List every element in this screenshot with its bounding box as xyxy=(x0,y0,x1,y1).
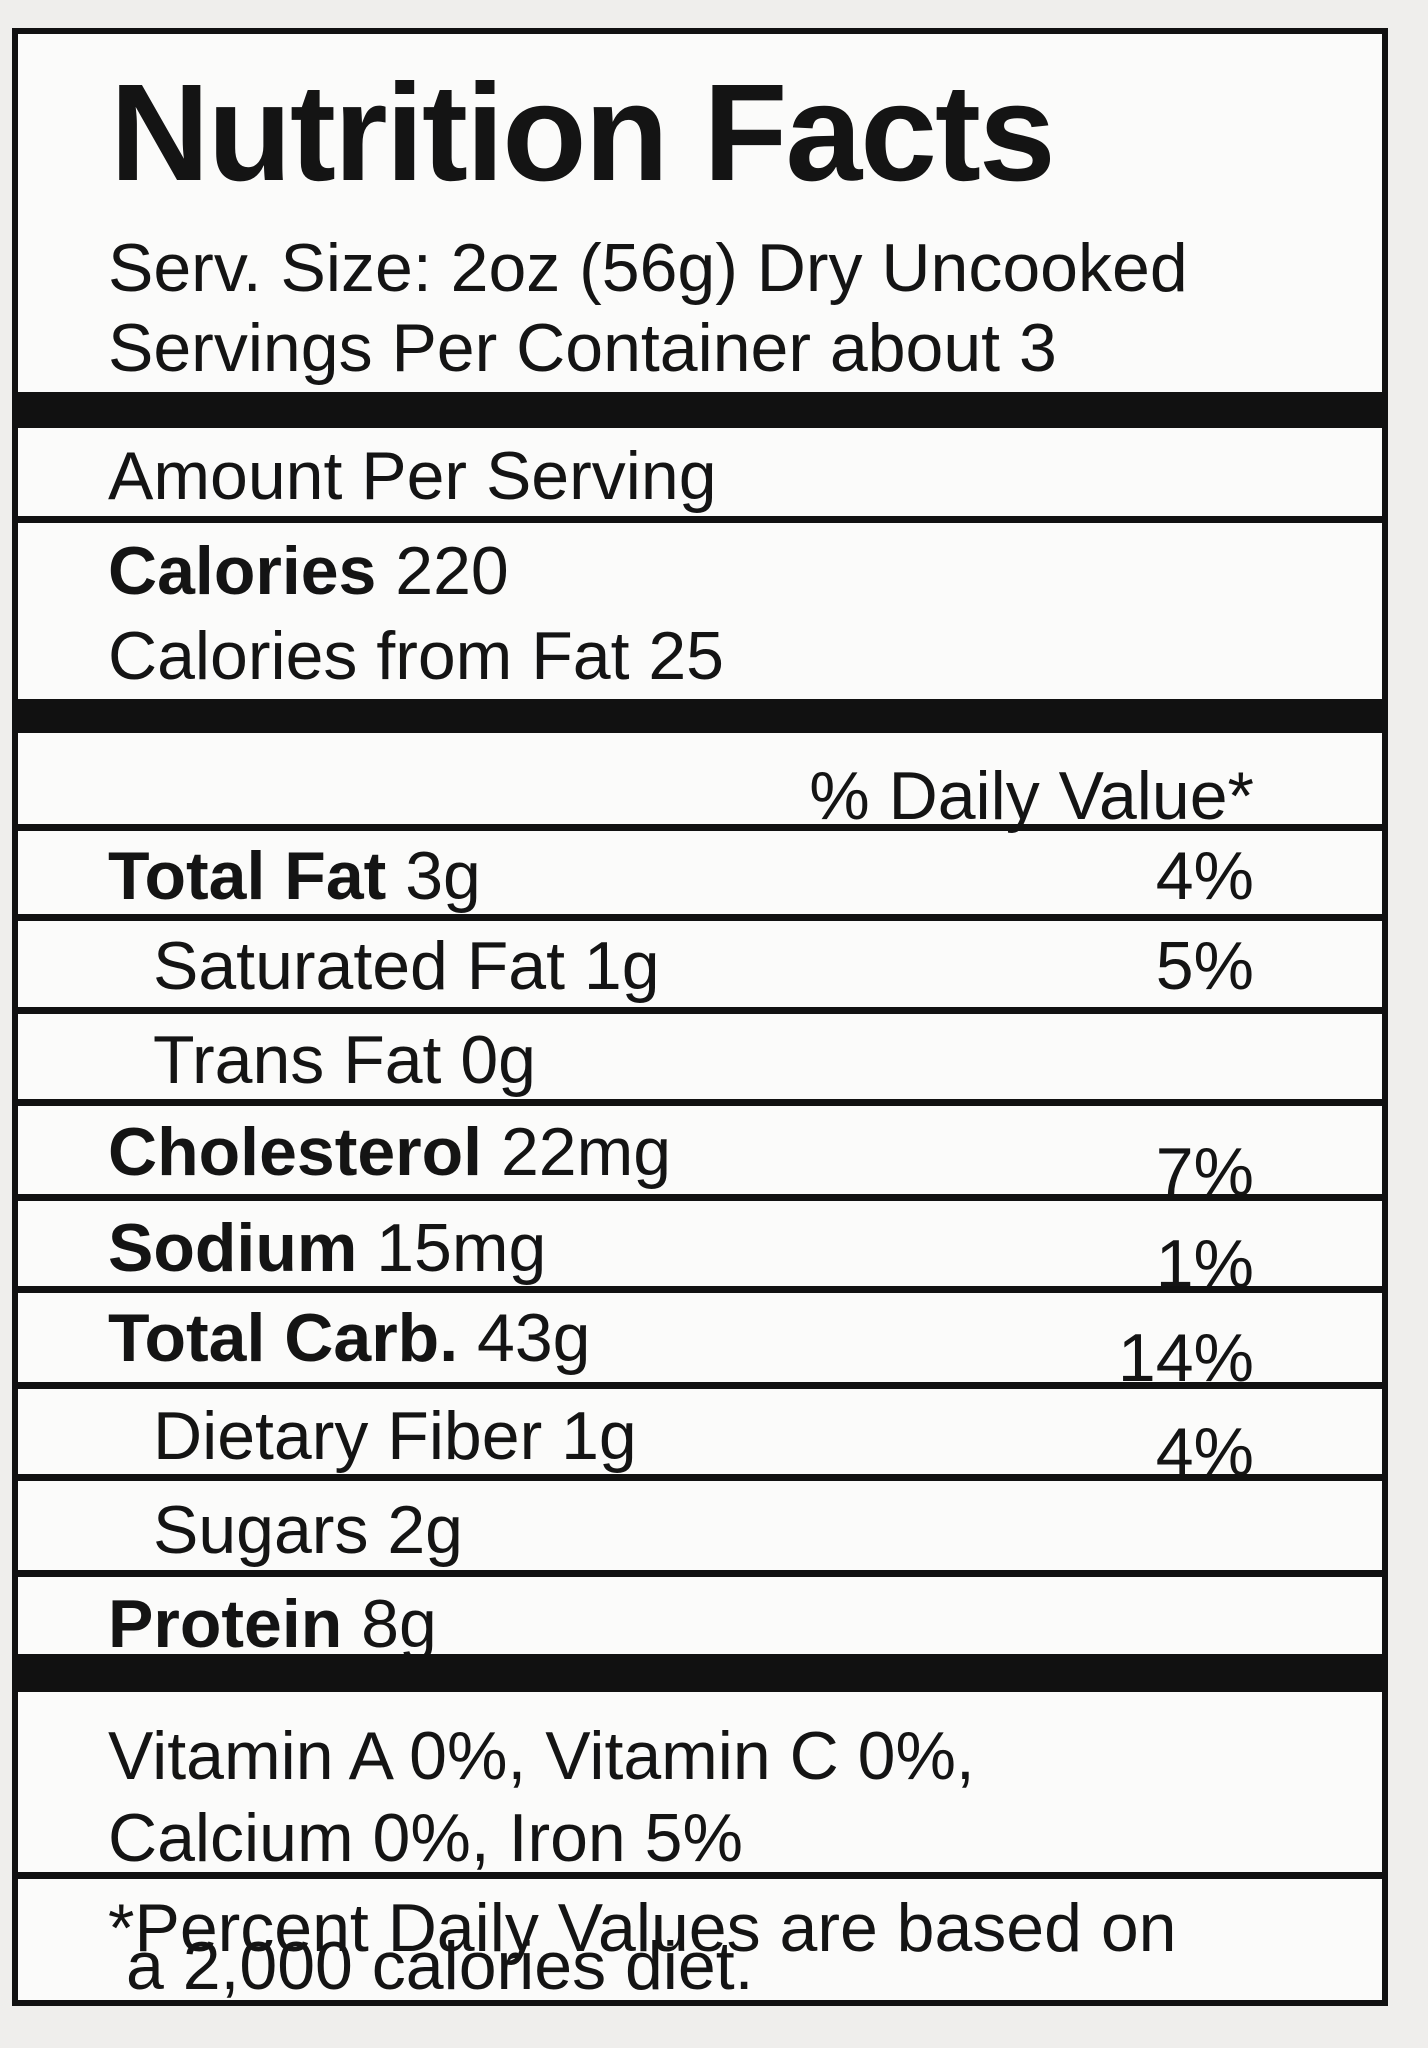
nutrition-facts-label: Nutrition Facts Serv. Size: 2oz (56g) Dr… xyxy=(12,28,1388,2006)
nutrient-amount: 3g xyxy=(405,838,481,914)
nutrient-amount: 8g xyxy=(361,1586,437,1662)
thick-divider xyxy=(18,1654,1382,1692)
footnote-line-2: a 2,000 calories diet. xyxy=(126,1928,754,2004)
nutrient-row-sugars: Sugars 2g xyxy=(153,1492,463,1568)
divider xyxy=(18,914,1382,921)
thick-divider xyxy=(18,699,1382,733)
divider xyxy=(18,1570,1382,1577)
nutrient-row-saturated-fat: Saturated Fat 1g xyxy=(153,928,660,1004)
nutrient-row-trans-fat: Trans Fat 0g xyxy=(153,1022,536,1098)
divider xyxy=(18,1872,1382,1879)
nutrient-row-cholesterol: Cholesterol 22mg xyxy=(108,1118,671,1186)
vitamins-line-2: Calcium 0%, Iron 5% xyxy=(108,1800,743,1876)
nutrient-label: Total Fat xyxy=(108,838,387,914)
nutrient-row-dietary-fiber: Dietary Fiber 1g xyxy=(153,1398,637,1474)
nutrient-amount: 43g xyxy=(477,1300,591,1376)
nutrient-dv: 14% xyxy=(1117,1320,1254,1396)
divider xyxy=(18,1007,1382,1014)
nutrient-row-total-carb: Total Carb. 43g xyxy=(108,1304,590,1372)
servings-per-container: Servings Per Container about 3 xyxy=(108,310,1057,386)
footnote-line-1: *Percent Daily Values are based on xyxy=(108,1890,1177,1966)
nutrient-label: Total Carb. xyxy=(108,1300,459,1376)
divider xyxy=(18,1382,1382,1389)
nutrient-row-total-fat: Total Fat 3g xyxy=(108,842,481,910)
vitamins-line-1: Vitamin A 0%, Vitamin C 0%, xyxy=(108,1718,975,1794)
nutrient-row-protein: Protein 8g xyxy=(108,1590,437,1658)
nutrient-amount: 22mg xyxy=(500,1114,672,1190)
nutrient-dv: 5% xyxy=(1155,928,1254,1004)
divider xyxy=(18,1286,1382,1293)
nutrient-amount: 15mg xyxy=(376,1210,547,1286)
amount-per-serving: Amount Per Serving xyxy=(108,438,717,514)
divider xyxy=(18,1099,1382,1106)
serving-size: Serv. Size: 2oz (56g) Dry Uncooked xyxy=(108,230,1188,306)
nutrient-label: Protein xyxy=(108,1586,343,1662)
nutrient-row-sodium: Sodium 15mg xyxy=(108,1214,546,1282)
calories-label: Calories xyxy=(108,533,377,609)
nutrient-label: Cholesterol xyxy=(108,1114,483,1190)
divider xyxy=(18,516,1382,523)
nutrient-dv: 4% xyxy=(1155,838,1254,914)
calories-from-fat: Calories from Fat 25 xyxy=(108,618,724,694)
calories-row: Calories 220 xyxy=(108,537,509,605)
divider xyxy=(18,1194,1382,1201)
nutrient-label: Sodium xyxy=(108,1210,358,1286)
divider xyxy=(18,824,1382,831)
divider xyxy=(18,1474,1382,1481)
calories-value: 220 xyxy=(395,533,509,609)
thick-divider xyxy=(18,392,1382,428)
label-title: Nutrition Facts xyxy=(110,56,1056,210)
daily-value-header: % Daily Value* xyxy=(809,758,1254,834)
